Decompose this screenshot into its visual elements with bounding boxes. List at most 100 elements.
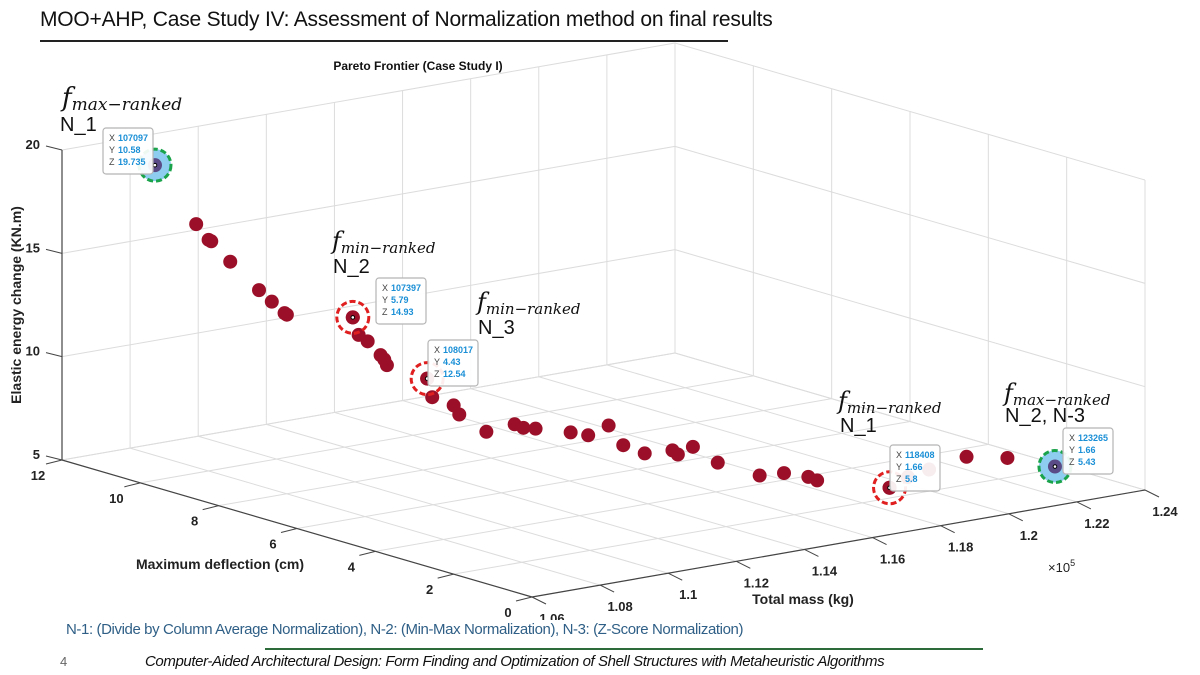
- data-point: [223, 254, 238, 269]
- side-wall-grid-line: [674, 42, 1146, 181]
- normalization-method-label: N_1: [840, 415, 877, 437]
- x-tick-mark: [599, 584, 615, 593]
- x-tick-mark: [940, 525, 955, 534]
- datatip-anchor-dot: [152, 162, 158, 168]
- objective-function-label: fmin−ranked: [330, 227, 435, 257]
- z-tick-mark: [45, 455, 63, 461]
- x-tick-label: 1.24: [1152, 504, 1178, 519]
- datatip-z-value: 5.43: [1078, 457, 1096, 467]
- normalization-method-label: N_3: [478, 317, 515, 339]
- slide-title: MOO+AHP, Case Study IV: Assessment of No…: [40, 8, 773, 31]
- back-wall-grid-line: [61, 249, 676, 358]
- x-tick-label: 1.08: [607, 599, 632, 614]
- data-point: [252, 283, 267, 298]
- chart-grid: [61, 42, 1146, 598]
- x-axis-label: Total mass (kg): [752, 591, 854, 607]
- z-tick-mark: [45, 352, 63, 358]
- x-tick-label: 1.22: [1084, 516, 1109, 531]
- datatip-x-label: X: [896, 450, 902, 460]
- back-wall-grid-line: [61, 145, 676, 254]
- chart-axes: [45, 145, 1160, 605]
- back-wall-grid-line: [61, 42, 676, 151]
- x-tick-label: 1.06: [539, 611, 564, 620]
- y-tick-mark: [515, 596, 533, 602]
- x-tick-mark: [667, 572, 683, 581]
- back-wall-grid-line: [61, 352, 676, 461]
- x-tick-mark: [804, 548, 819, 557]
- floor-grid-line: [296, 421, 911, 529]
- y-tick-mark: [45, 459, 63, 465]
- datatip-y-value: 1.66: [905, 462, 923, 472]
- datatip-anchor-dot: [1052, 464, 1058, 469]
- side-wall-grid-line: [674, 145, 1146, 284]
- datatip-box: [1062, 427, 1114, 475]
- y-tick-mark: [280, 528, 298, 533]
- data-point: [685, 439, 700, 454]
- x-tick-label: 1.1: [679, 587, 697, 602]
- normalization-method-label: N_2, N-3: [1005, 405, 1085, 427]
- y-tick-label: 8: [191, 514, 198, 529]
- footer-course-title: Computer-Aided Architectural Design: For…: [145, 653, 885, 670]
- datatip-box: [427, 339, 479, 387]
- side-wall-grid-line: [674, 249, 1146, 388]
- data-point: [528, 421, 543, 436]
- x-axis-line: [531, 489, 1146, 598]
- y-tick-label: 12: [31, 468, 45, 483]
- data-point: [637, 446, 652, 461]
- datatip-z-label: Z: [109, 157, 115, 167]
- data-point: [810, 473, 825, 488]
- x-tick-label: 1.2: [1020, 528, 1038, 543]
- y-tick-mark: [202, 505, 219, 511]
- y-tick-mark: [124, 482, 141, 488]
- y-tick-label: 6: [269, 537, 276, 552]
- x-tick-label: 1.14: [812, 563, 838, 578]
- floor-grid-line: [140, 375, 754, 484]
- objective-function-label: fmin−ranked: [475, 288, 580, 318]
- datatip-x-label: X: [109, 133, 115, 143]
- y-tick-mark: [437, 573, 454, 579]
- floor-grid-line: [375, 443, 989, 552]
- datatip-z-label: Z: [434, 369, 440, 379]
- objective-function-label: fmin−ranked: [836, 387, 941, 417]
- data-point: [563, 425, 578, 440]
- data-point: [516, 420, 531, 435]
- data-point: [264, 294, 279, 309]
- data-point: [1000, 450, 1015, 465]
- z-tick-mark: [45, 145, 63, 151]
- data-point: [777, 466, 792, 481]
- x-tick-mark: [531, 596, 547, 605]
- datatip-y-value: 4.43: [443, 357, 461, 367]
- datatip-z-label: Z: [382, 307, 388, 317]
- y-tick-label: 10: [109, 491, 123, 506]
- datatip-y-label: Y: [109, 145, 115, 155]
- z-tick-label: 20: [26, 137, 40, 152]
- datatip-box: [889, 444, 941, 492]
- datatip-x-value: 107097: [118, 133, 148, 143]
- datatip-x-value: 107397: [391, 283, 421, 293]
- datatip-y-value: 1.66: [1078, 445, 1096, 455]
- datatip-z-label: Z: [896, 474, 902, 484]
- datatip-x-value: 123265: [1078, 433, 1108, 443]
- y-tick-mark: [359, 550, 376, 556]
- datatip-x-label: X: [1069, 433, 1075, 443]
- data-point: [959, 449, 974, 464]
- datatip-x-value: 118408: [905, 450, 935, 460]
- z-tick-label: 10: [26, 344, 40, 359]
- datatip-y-label: Y: [382, 295, 388, 305]
- page-number: 4: [60, 654, 68, 669]
- x-tick-mark: [1144, 489, 1160, 498]
- data-point: [204, 234, 219, 249]
- data-point: [601, 418, 616, 433]
- data-point: [670, 447, 685, 462]
- tick-labels: 1.06 1.08 1.1 1.12 1.14 1.16 1.18 1.2 1.22 1.24 0 2…: [26, 137, 1179, 620]
- datatip-y-label: Y: [434, 357, 440, 367]
- data-point: [581, 428, 596, 443]
- datatip-x-label: X: [434, 345, 440, 355]
- z-tick-label: 15: [26, 240, 40, 255]
- x-axis-multiplier: ×105: [1048, 558, 1075, 575]
